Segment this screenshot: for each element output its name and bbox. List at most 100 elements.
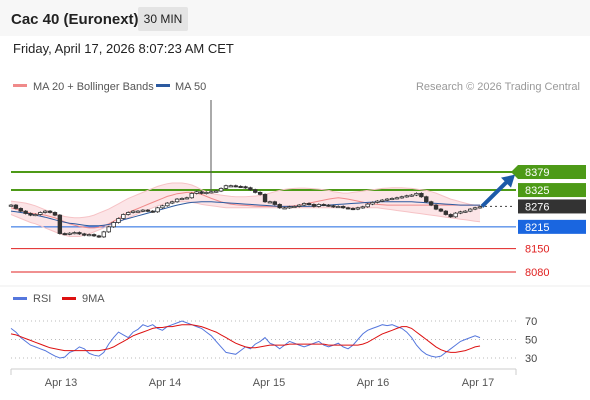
- price-candle: [52, 212, 58, 216]
- price-candle: [287, 206, 292, 209]
- price-candle: [453, 212, 458, 218]
- price-candle: [477, 206, 483, 209]
- price-candle: [267, 201, 273, 204]
- price-candle: [345, 207, 351, 210]
- price-candle: [218, 187, 224, 192]
- price-candle: [306, 203, 312, 206]
- price-candle: [189, 193, 194, 199]
- price-candle: [33, 214, 38, 217]
- legend-ma20-label: MA 20 + Bollinger Bands: [33, 81, 154, 93]
- price-candle: [204, 192, 209, 195]
- price-candle: [91, 234, 97, 237]
- price-candle: [116, 218, 121, 223]
- level-label-8150: 8150: [525, 244, 549, 256]
- rsi-tick-50: 50: [525, 335, 537, 347]
- price-candle: [257, 192, 263, 195]
- level-label-8325: 8325: [525, 185, 549, 197]
- price-candle: [394, 197, 400, 200]
- legend-ma50-swatch: [156, 84, 170, 87]
- price-candle: [233, 185, 238, 188]
- price-candle: [77, 232, 82, 235]
- price-candle: [213, 190, 219, 193]
- level-label-8215: 8215: [525, 222, 549, 234]
- price-candle: [194, 191, 199, 194]
- price-candle: [111, 222, 116, 228]
- level-label-8080: 8080: [525, 267, 549, 279]
- bollinger-band-fill: [11, 183, 480, 237]
- level-tag-8215: [518, 219, 586, 234]
- price-candle: [155, 207, 160, 213]
- timeframe-button[interactable]: 30 MIN: [138, 7, 188, 31]
- chart-credit: Research © 2026 Trading Central: [416, 81, 580, 93]
- price-candle: [96, 235, 102, 238]
- price-candle: [174, 198, 180, 203]
- price-candle: [18, 208, 23, 212]
- projection-arrow-line: [480, 180, 509, 208]
- price-candle: [126, 212, 131, 215]
- price-candle: [389, 198, 395, 201]
- price-candle: [463, 210, 468, 213]
- price-candle: [106, 226, 111, 233]
- price-candle: [321, 204, 326, 207]
- price-candle: [72, 232, 77, 235]
- price-candle: [223, 185, 229, 189]
- x-tick-label: Apr 16: [357, 377, 389, 389]
- price-candle: [438, 208, 444, 212]
- price-candle: [253, 189, 258, 193]
- x-tick-label: Apr 15: [253, 377, 285, 389]
- timestamp: Friday, April 17, 2026 8:07:23 AM CET: [13, 41, 234, 56]
- price-candle: [419, 193, 424, 198]
- price-candle: [228, 185, 234, 188]
- price-candle: [331, 205, 336, 208]
- price-candle: [165, 202, 170, 207]
- bb-upper-line: [10, 182, 481, 219]
- price-candle: [184, 197, 190, 200]
- price-candle: [199, 191, 204, 194]
- price-candle: [62, 233, 67, 236]
- price-candle: [179, 198, 185, 201]
- price-candle: [145, 209, 150, 212]
- price-candle: [57, 214, 63, 234]
- price-candle: [170, 201, 175, 204]
- price-candle: [248, 187, 253, 191]
- price-candle: [243, 186, 248, 189]
- price-candle: [47, 210, 53, 213]
- price-candle: [272, 201, 278, 205]
- last-price-label: 8276: [525, 201, 549, 213]
- price-candle: [140, 209, 146, 212]
- price-candle: [428, 201, 434, 206]
- level-tag-8325: [518, 183, 586, 198]
- level-tag-arrow-8379: [511, 165, 518, 179]
- level-label-8379: 8379: [525, 167, 549, 179]
- price-candle: [23, 210, 28, 214]
- price-candle: [292, 206, 297, 209]
- price-candle: [28, 213, 33, 216]
- legend-9ma-swatch: [62, 297, 76, 300]
- price-candle: [86, 234, 92, 237]
- x-tick-label: Apr 17: [462, 377, 494, 389]
- projection-arrow-head: [501, 174, 515, 188]
- legend-ma20-swatch: [13, 84, 27, 87]
- price-candle: [458, 211, 463, 214]
- rsi-tick-70: 70: [525, 316, 537, 328]
- price-candle: [297, 204, 302, 207]
- price-candle: [121, 214, 126, 219]
- price-candle: [301, 203, 307, 206]
- price-candle: [365, 203, 370, 208]
- legend-ma50-label: MA 50: [175, 81, 206, 93]
- price-candle: [404, 195, 409, 198]
- price-candle: [350, 208, 356, 211]
- price-candle: [277, 204, 282, 209]
- price-candle: [355, 207, 361, 210]
- price-candle: [13, 204, 19, 209]
- price-candle: [262, 194, 268, 203]
- price-candle: [375, 200, 380, 203]
- price-candle: [360, 206, 365, 209]
- price-candle: [82, 233, 87, 236]
- price-candle: [316, 204, 321, 207]
- rsi-9ma-line: [10, 324, 481, 353]
- ma50-line: [10, 201, 480, 227]
- price-candle: [67, 232, 72, 235]
- price-candle: [414, 193, 419, 196]
